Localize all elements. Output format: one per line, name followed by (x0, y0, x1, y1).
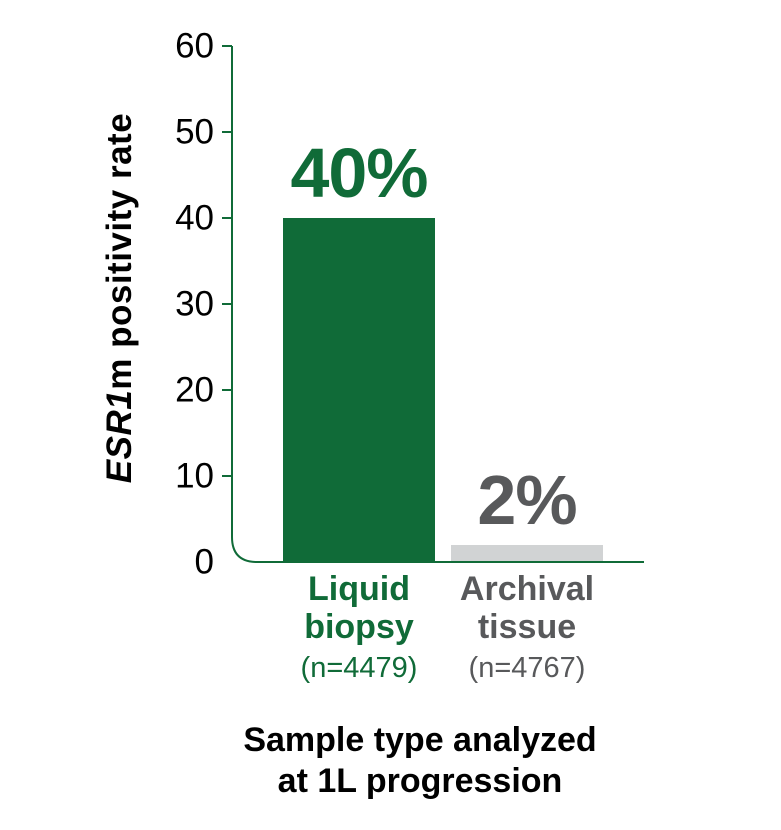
y-tick-label: 0 (194, 542, 214, 582)
x-axis-title-line2: at 1L progression (277, 762, 563, 801)
y-tick-label: 60 (175, 26, 214, 66)
x-axis-title: Sample type analyzed at 1L progression (170, 720, 670, 803)
y-tick-label: 50 (175, 112, 214, 152)
y-tick-label: 20 (175, 370, 214, 410)
category-label-line: biopsy (304, 608, 414, 647)
y-tick-label: 30 (175, 284, 214, 324)
category-n-label: (n=4767) (468, 651, 586, 684)
bar-category-label: Liquid biopsy (n=4479) (239, 570, 479, 685)
y-tick-label: 10 (175, 456, 214, 496)
bar-value-label: 40% (290, 134, 428, 212)
category-label-line: Liquid (308, 570, 410, 608)
category-label-line: Archival (459, 570, 595, 608)
y-axis-title-rest: m positivity rate (100, 112, 139, 390)
category-label-line: tissue (477, 608, 577, 647)
bar-category-label: Archival tissue (n=4767) (407, 570, 647, 685)
y-tick-label: 40 (175, 198, 214, 238)
bar-value-label: 2% (477, 460, 577, 539)
x-axis-title-line1: Sample type analyzed (243, 721, 597, 759)
bar-archival-tissue (451, 544, 603, 562)
category-n-label: (n=4479) (300, 651, 418, 684)
